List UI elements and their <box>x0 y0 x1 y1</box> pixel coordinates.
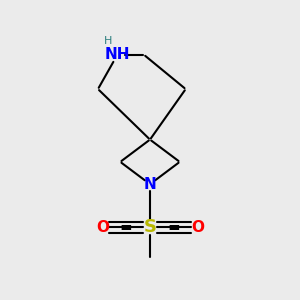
Text: O: O <box>96 220 109 235</box>
Text: =: = <box>120 220 133 235</box>
Text: H: H <box>104 36 112 46</box>
Text: NH: NH <box>105 47 130 62</box>
Text: N: N <box>144 177 156 192</box>
Text: =: = <box>167 220 180 235</box>
Text: S: S <box>143 218 157 236</box>
Text: O: O <box>191 220 204 235</box>
